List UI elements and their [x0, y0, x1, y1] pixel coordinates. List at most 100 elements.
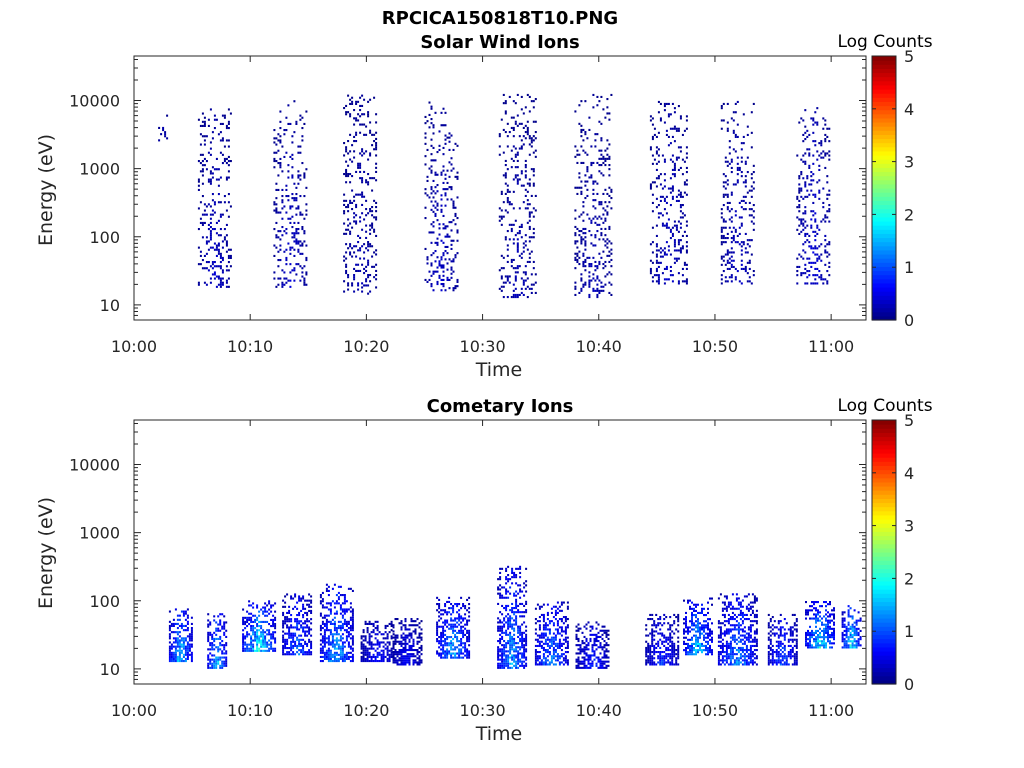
spectrogram-cell [225, 127, 228, 130]
spectrogram-cell [366, 660, 369, 663]
spectrogram-cell [304, 599, 307, 602]
spectrogram-cell [268, 633, 271, 636]
spectrogram-cell [517, 666, 520, 669]
spectrogram-cell [558, 646, 561, 649]
spectrogram-cell [542, 618, 545, 621]
spectrogram-cell [337, 602, 340, 605]
spectrogram-cell [460, 627, 463, 630]
spectrogram-cell [250, 647, 253, 650]
spectrogram-cell [279, 139, 282, 142]
spectrogram-cell [172, 637, 175, 640]
spectrogram-cell [408, 646, 411, 649]
spectrogram-cell [277, 211, 280, 214]
spectrogram-cell [223, 201, 226, 204]
spectrogram-cell [679, 195, 682, 198]
spectrogram-cell [450, 134, 453, 137]
spectrogram-cell [602, 161, 605, 164]
spectrogram-cell [351, 618, 354, 621]
spectrogram-cell [274, 625, 277, 628]
spectrogram-cell [675, 127, 678, 130]
spectrogram-cell [820, 152, 823, 155]
spectrogram-cell [604, 260, 607, 263]
spectrogram-cell [306, 611, 309, 614]
spectrogram-cell [343, 259, 346, 262]
spectrogram-cell [201, 259, 204, 262]
spectrogram-cell [349, 201, 352, 204]
spectrogram-cell [558, 640, 561, 643]
spectrogram-cell [671, 135, 674, 138]
spectrogram-cell [349, 113, 352, 116]
spectrogram-cell [299, 211, 302, 214]
spectrogram-cell [299, 174, 302, 177]
spectrogram-cell [610, 190, 613, 193]
spectrogram-cell [575, 658, 578, 661]
spectrogram-cell [580, 131, 583, 134]
spectrogram-cell [321, 637, 324, 640]
spectrogram-cell [410, 649, 413, 652]
spectrogram-cell [826, 175, 829, 178]
spectrogram-cell [519, 660, 522, 663]
spectrogram-cell [736, 234, 739, 237]
spectrogram-cell [428, 101, 431, 104]
spectrogram-cell [538, 636, 541, 639]
spectrogram-cell [464, 654, 467, 657]
spectrogram-cell [362, 629, 365, 632]
spectrogram-cell [576, 252, 579, 255]
spectrogram-cell [406, 628, 409, 631]
spectrogram-cell [227, 176, 230, 179]
spectrogram-cell [726, 206, 729, 209]
spectrogram-cell [606, 153, 609, 156]
spectrogram-cell [608, 225, 611, 228]
spectrogram-cell [252, 649, 255, 652]
spectrogram-cell [402, 638, 405, 641]
spectrogram-cell [497, 578, 500, 581]
spectrogram-cell [279, 141, 282, 144]
spectrogram-cell [217, 242, 220, 245]
spectrogram-cell [511, 656, 514, 659]
spectrogram-cell [558, 618, 561, 621]
spectrogram-cell [209, 182, 212, 185]
spectrogram-cell [509, 631, 512, 634]
spectrogram-cell [671, 168, 674, 171]
spectrogram-cell [168, 637, 171, 640]
spectrogram-cell [596, 289, 599, 292]
spectrogram-cell [440, 652, 443, 655]
spectrogram-cell [683, 261, 686, 264]
spectrogram-cell [679, 239, 682, 242]
spectrogram-cell [546, 663, 549, 666]
spectrogram-cell [585, 664, 588, 667]
spectrogram-cell [576, 260, 579, 263]
spectrogram-cell [521, 640, 524, 643]
spectrogram-cell [505, 654, 508, 657]
spectrogram-cell [528, 110, 531, 113]
spectrogram-cell [667, 135, 670, 138]
spectrogram-cell [504, 236, 507, 239]
spectrogram-cell [274, 618, 277, 621]
spectrogram-cell [355, 140, 358, 143]
spectrogram-cell [333, 647, 336, 650]
spectrogram-cell [262, 649, 265, 652]
spectrogram-cell [511, 611, 514, 614]
spectrogram-cell [412, 661, 415, 664]
spectrogram-cell [602, 207, 605, 210]
spectrogram-cell [347, 622, 350, 625]
spectrogram-cell [293, 279, 296, 282]
spectrogram-cell [734, 135, 737, 138]
spectrogram-cell [400, 651, 403, 654]
spectrogram-cell [506, 275, 509, 278]
spectrogram-cell [720, 226, 723, 229]
spectrogram-cell [402, 649, 405, 652]
spectrogram-cell [460, 631, 463, 634]
spectrogram-cell [256, 604, 259, 607]
spectrogram-cell [178, 651, 181, 654]
spectrogram-cell [828, 127, 831, 130]
spectrogram-cell [444, 225, 447, 228]
spectrogram-cell [534, 209, 537, 212]
spectrogram-cell [667, 278, 670, 281]
spectrogram-cell [728, 146, 731, 149]
spectrogram-cell [384, 631, 387, 634]
spectrogram-cell [223, 615, 226, 618]
spectrogram-cell [602, 221, 605, 224]
spectrogram-cell [504, 174, 507, 177]
spectrogram-cell [252, 614, 255, 617]
